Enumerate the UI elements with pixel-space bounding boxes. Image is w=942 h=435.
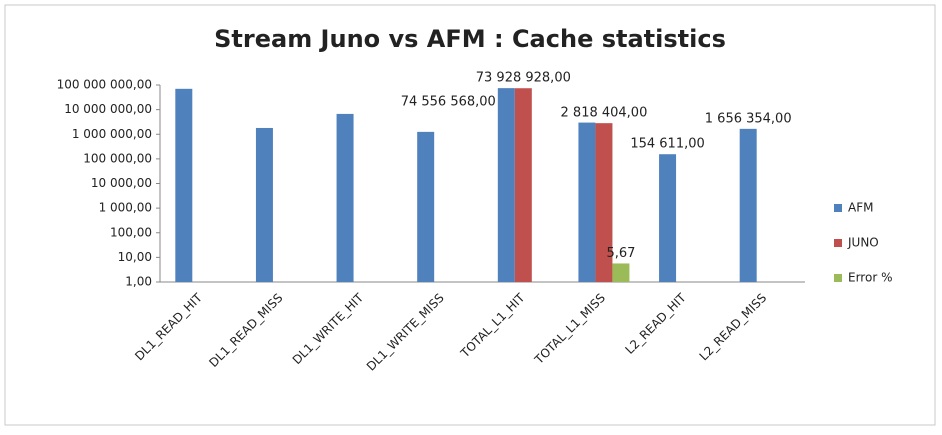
y-tick-label: 100 000 000,00	[57, 78, 152, 92]
y-tick-label: 1 000 000,00	[72, 127, 152, 141]
bar	[514, 88, 532, 283]
data-label: 73 928 928,00	[476, 71, 571, 86]
data-label: 2 818 404,00	[561, 106, 648, 121]
data-label: 5,67	[606, 246, 635, 261]
chart-title: Stream Juno vs AFM : Cache statistics	[214, 25, 726, 53]
bar	[612, 263, 630, 282]
y-tick-label: 10 000,00	[91, 176, 152, 190]
legend-swatch	[834, 274, 842, 282]
chart-frame	[4, 4, 936, 426]
bar	[417, 131, 435, 282]
bar	[175, 88, 193, 283]
y-tick-label: 10 000 000,00	[64, 102, 152, 116]
legend-label: Error %	[848, 271, 892, 285]
bar	[497, 88, 515, 282]
bar	[336, 113, 354, 283]
y-tick-label: 1 000,00	[99, 201, 152, 215]
data-label: 1 656 354,00	[705, 111, 792, 126]
legend-swatch	[834, 204, 842, 212]
bar	[739, 128, 757, 282]
data-label: 154 611,00	[630, 137, 704, 152]
legend-label: JUNO	[847, 236, 879, 250]
legend-swatch	[834, 239, 842, 247]
bar	[595, 123, 613, 282]
legend-label: AFM	[848, 201, 873, 215]
bar	[578, 122, 596, 282]
y-tick-label: 1,00	[125, 275, 152, 289]
bar	[255, 127, 273, 282]
y-tick-label: 10,00	[118, 250, 152, 264]
y-tick-label: 100,00	[110, 225, 152, 239]
y-tick-label: 100 000,00	[83, 151, 152, 165]
data-label: 74 556 568,00	[401, 95, 496, 110]
bar	[659, 154, 677, 282]
